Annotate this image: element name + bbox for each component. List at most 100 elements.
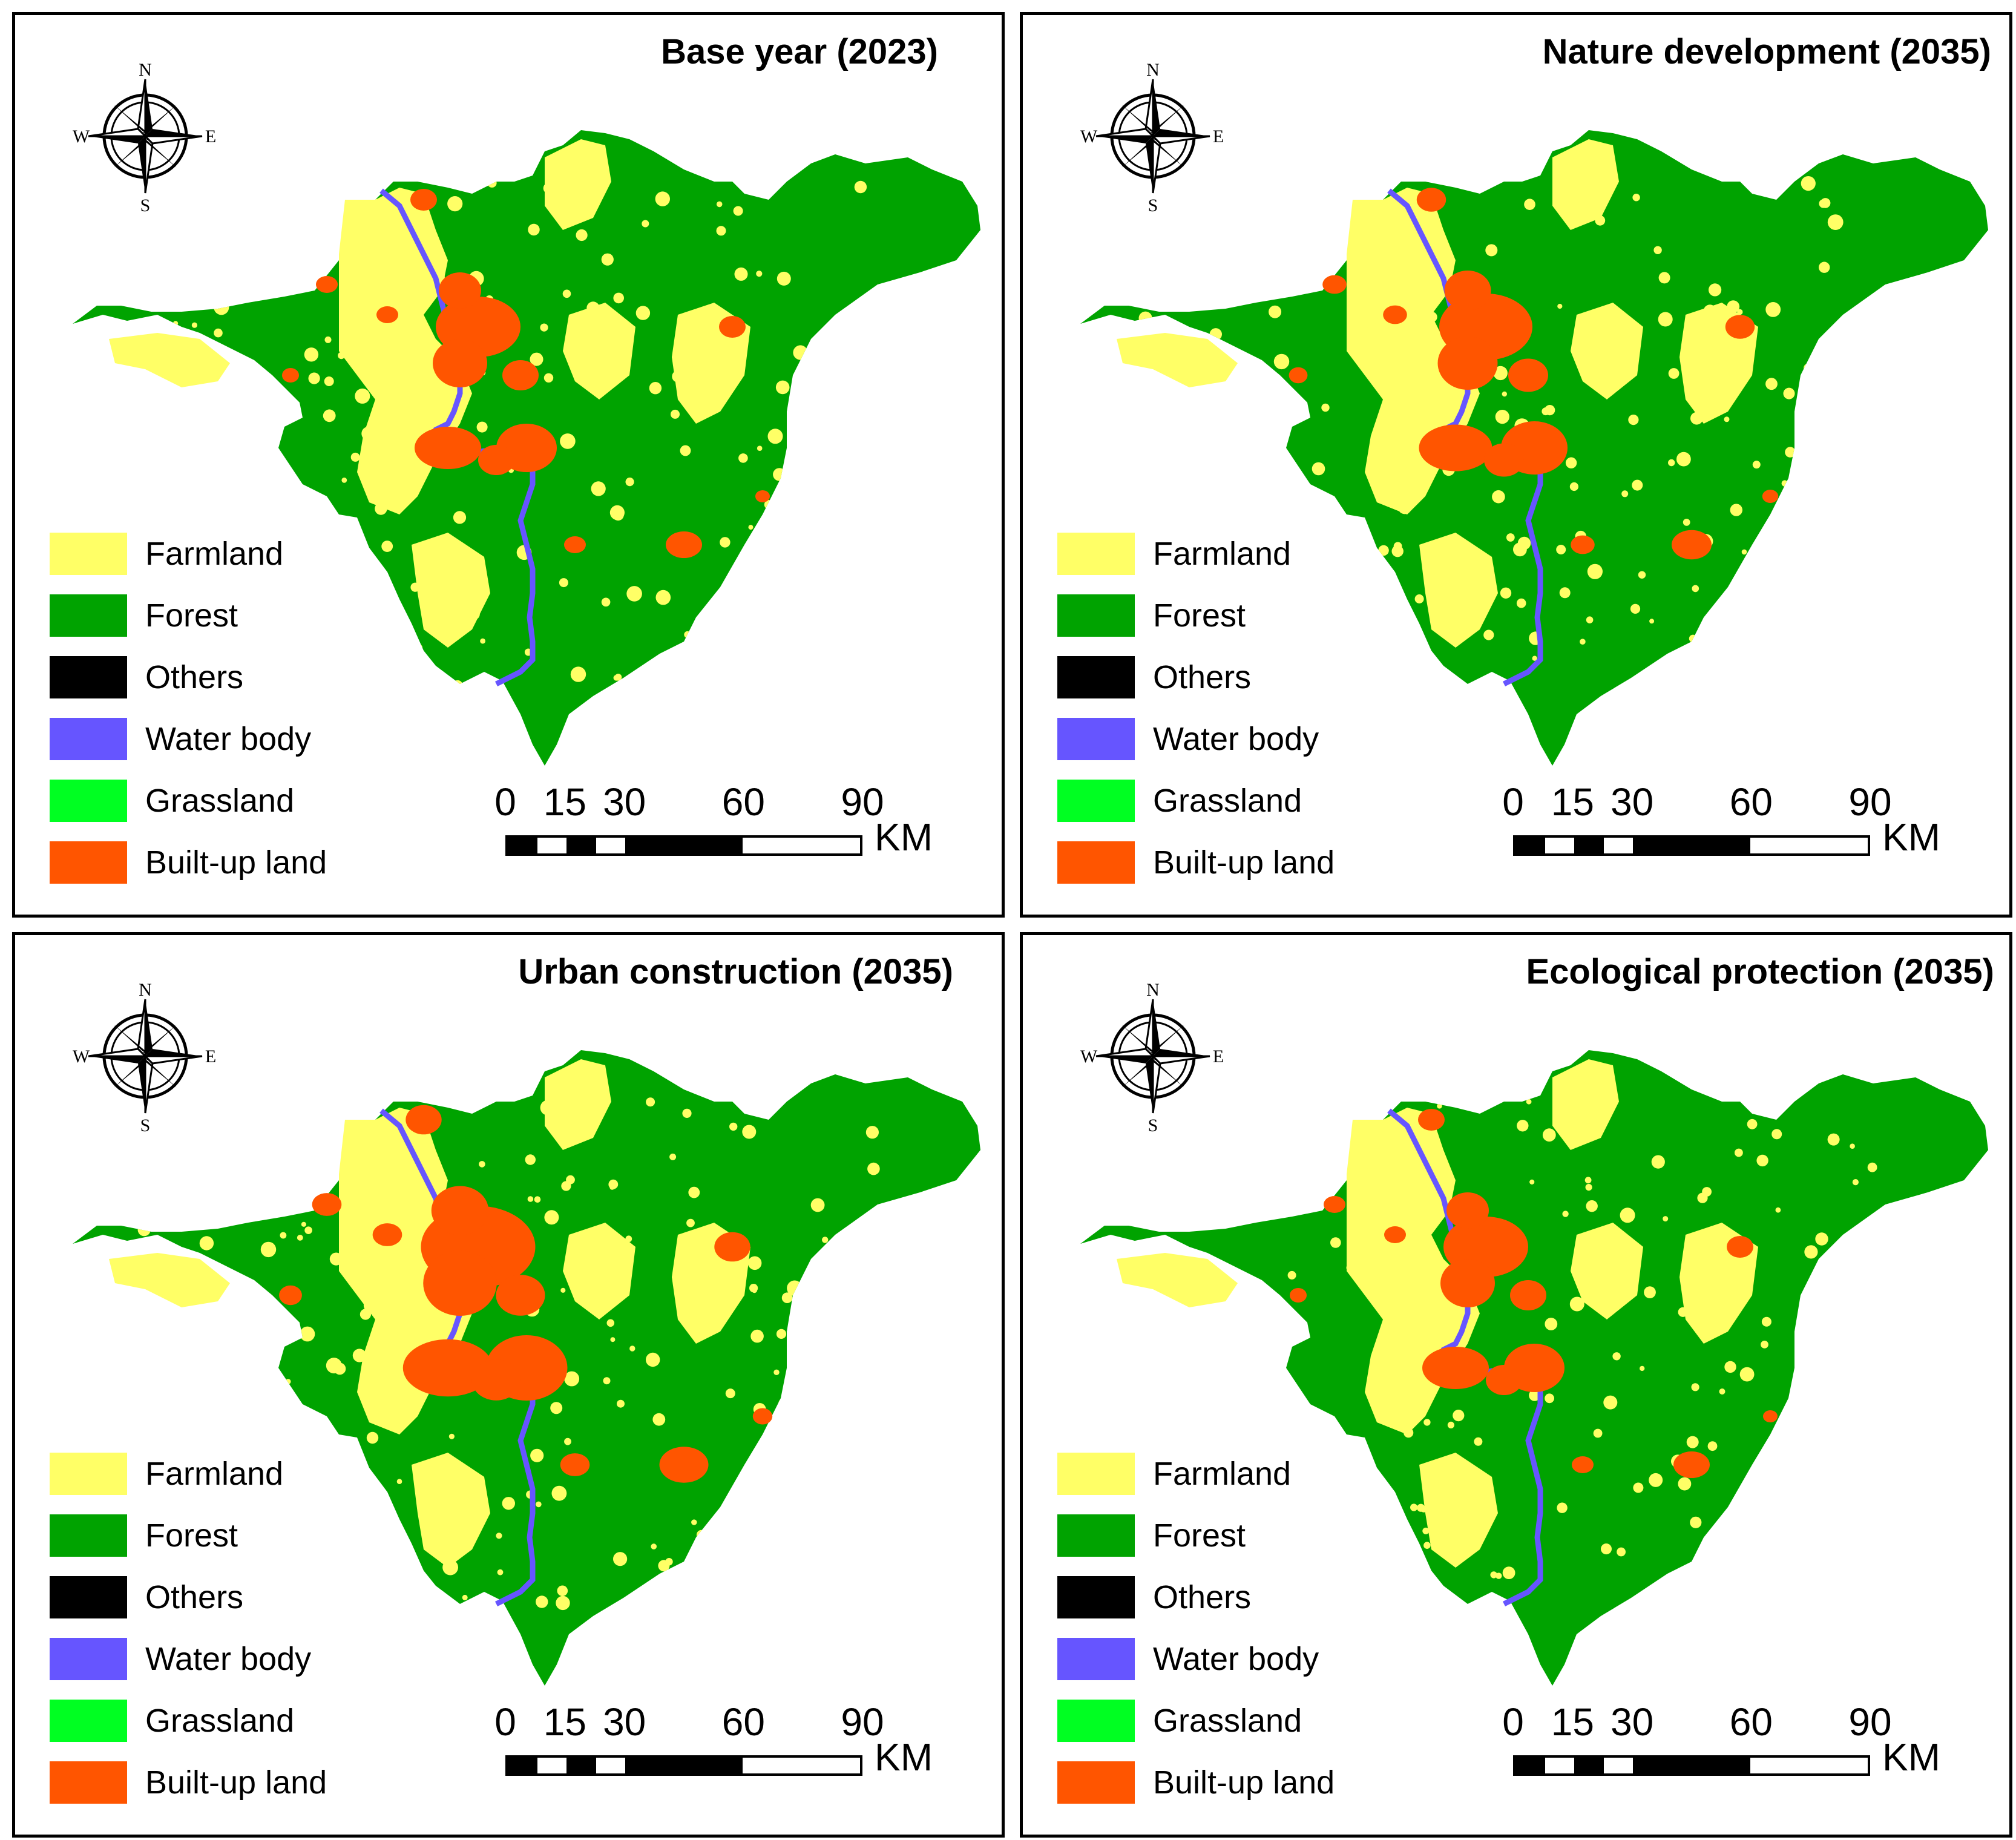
legend-item: Built-up land — [50, 1761, 473, 1804]
scale-bar-graphic — [505, 835, 862, 856]
built-up-patches — [1289, 188, 1779, 560]
region-farmland — [109, 139, 750, 648]
land-use-map — [1080, 130, 1988, 766]
legend-item: Farmland — [1057, 1453, 1481, 1495]
legend-swatch — [50, 718, 127, 760]
built-up-patch — [1290, 1288, 1307, 1303]
north-arrow-icon: N S W E — [73, 980, 216, 1135]
built-up-patch — [1727, 1236, 1753, 1258]
scale-unit-label: KM — [875, 1735, 933, 1779]
legend-label: Water body — [1153, 721, 1319, 757]
legend-label: Built-up land — [145, 1764, 327, 1801]
panel-frame — [1020, 932, 2012, 1838]
compass-n: N — [139, 60, 152, 80]
built-up-patch — [755, 490, 770, 502]
legend-swatch — [1057, 533, 1135, 575]
built-up-patch — [1484, 443, 1524, 477]
north-arrow-icon: N S W E — [1080, 980, 1224, 1135]
legend-item: Grassland — [50, 1700, 473, 1742]
scale-tick-label: 0 — [494, 780, 516, 824]
built-up-patch — [1437, 337, 1498, 390]
legend-item: Water body — [50, 1638, 473, 1680]
built-up-patch — [433, 339, 487, 387]
legend-swatch — [1057, 780, 1135, 822]
built-up-patch — [478, 445, 514, 475]
region-farmland — [1117, 139, 1758, 648]
legend-swatch — [1057, 718, 1135, 760]
built-up-patch — [1508, 358, 1548, 392]
scale-bar-segment — [1603, 1758, 1633, 1773]
legend-label: Others — [145, 659, 244, 695]
land-use-map — [1080, 1050, 1988, 1686]
built-up-patches — [282, 189, 770, 558]
legend-swatch — [1057, 1514, 1135, 1557]
compass-e: E — [205, 1046, 216, 1066]
built-up-patch — [415, 427, 481, 469]
scale-tick-label: 15 — [543, 780, 586, 824]
scale-bar-segment — [537, 838, 566, 853]
panel-frame — [12, 932, 1005, 1838]
panel-title: Base year (2023) — [661, 32, 938, 71]
built-up-patch — [410, 189, 437, 211]
compass-e: E — [205, 126, 216, 146]
panel-frame — [1020, 12, 2012, 918]
legend-label: Forest — [1153, 597, 1246, 634]
built-up-patch — [719, 316, 746, 338]
legend-label: Forest — [1153, 1517, 1246, 1554]
scale-bar-segment — [1515, 838, 1545, 853]
legend-item: Water body — [1057, 1638, 1481, 1680]
built-up-patch — [1672, 530, 1712, 560]
built-up-patch — [405, 1105, 442, 1135]
scale-tick-label: 15 — [543, 1700, 586, 1744]
built-up-patch — [1486, 1365, 1522, 1395]
panel-title: Ecological protection (2035) — [1526, 952, 1994, 991]
scale-bar-segment — [566, 838, 596, 853]
built-up-patch — [1418, 1109, 1445, 1131]
scale-tick-label: 30 — [1611, 1700, 1654, 1744]
legend-label: Water body — [145, 721, 312, 757]
legend-item: Others — [1057, 1576, 1481, 1618]
scale-tick-label: 0 — [1502, 1700, 1524, 1744]
north-arrow-icon: N S W E — [1080, 60, 1224, 215]
built-up-patch — [1571, 535, 1595, 554]
built-up-patch — [1446, 1192, 1489, 1229]
legend-swatch — [1057, 656, 1135, 698]
scale-bar-segment — [743, 1758, 860, 1773]
legend-label: Farmland — [1153, 1456, 1292, 1492]
legend-label: Grassland — [145, 783, 295, 819]
legend-swatch — [50, 594, 127, 637]
legend-item: Built-up land — [1057, 1761, 1481, 1804]
legend-label: Farmland — [1153, 536, 1292, 572]
built-up-patch — [282, 368, 299, 383]
scale-bar-segment — [566, 1758, 596, 1773]
legend-item: Farmland — [50, 533, 473, 575]
built-up-patch — [1440, 1259, 1495, 1307]
built-up-patch — [564, 536, 586, 553]
compass-n: N — [1146, 60, 1160, 80]
legend-swatch — [1057, 1638, 1135, 1680]
map-panel-2: N S W E Nature development (2035) Farmla… — [1008, 0, 2015, 920]
scale-bar-segment — [596, 1758, 625, 1773]
scale-tick-label: 60 — [1729, 780, 1773, 824]
scale-bar-segment — [1545, 1758, 1574, 1773]
legend-swatch — [50, 1700, 127, 1742]
built-up-patch — [1763, 1410, 1778, 1422]
legend-item: Forest — [50, 1514, 473, 1557]
built-up-patch — [666, 531, 702, 558]
scale-bar-segment — [1515, 1758, 1545, 1773]
legend-swatch — [50, 656, 127, 698]
compass-s: S — [1148, 1116, 1158, 1135]
scale-bar-graphic — [505, 1755, 862, 1776]
built-up-patch — [279, 1285, 302, 1306]
compass-w: W — [73, 1046, 90, 1066]
scale-unit-label: KM — [1882, 815, 1940, 859]
region-farmland — [1117, 1059, 1758, 1568]
built-up-patch — [502, 360, 539, 390]
built-up-patch — [1324, 1196, 1345, 1213]
region-shape — [73, 1050, 980, 1686]
compass-w: W — [73, 126, 90, 146]
scale-bar: 0 15 30 60 90 KM — [494, 1700, 953, 1798]
legend-swatch — [50, 780, 127, 822]
legend-item: Water body — [1057, 718, 1481, 760]
